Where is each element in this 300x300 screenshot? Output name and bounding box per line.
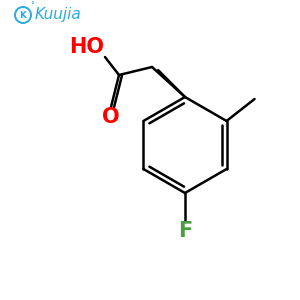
Text: °: °: [30, 2, 34, 10]
Text: O: O: [102, 107, 120, 127]
Text: K: K: [20, 11, 26, 20]
Text: F: F: [178, 221, 192, 241]
Text: HO: HO: [70, 37, 104, 57]
Text: Kuujia: Kuujia: [35, 8, 82, 22]
